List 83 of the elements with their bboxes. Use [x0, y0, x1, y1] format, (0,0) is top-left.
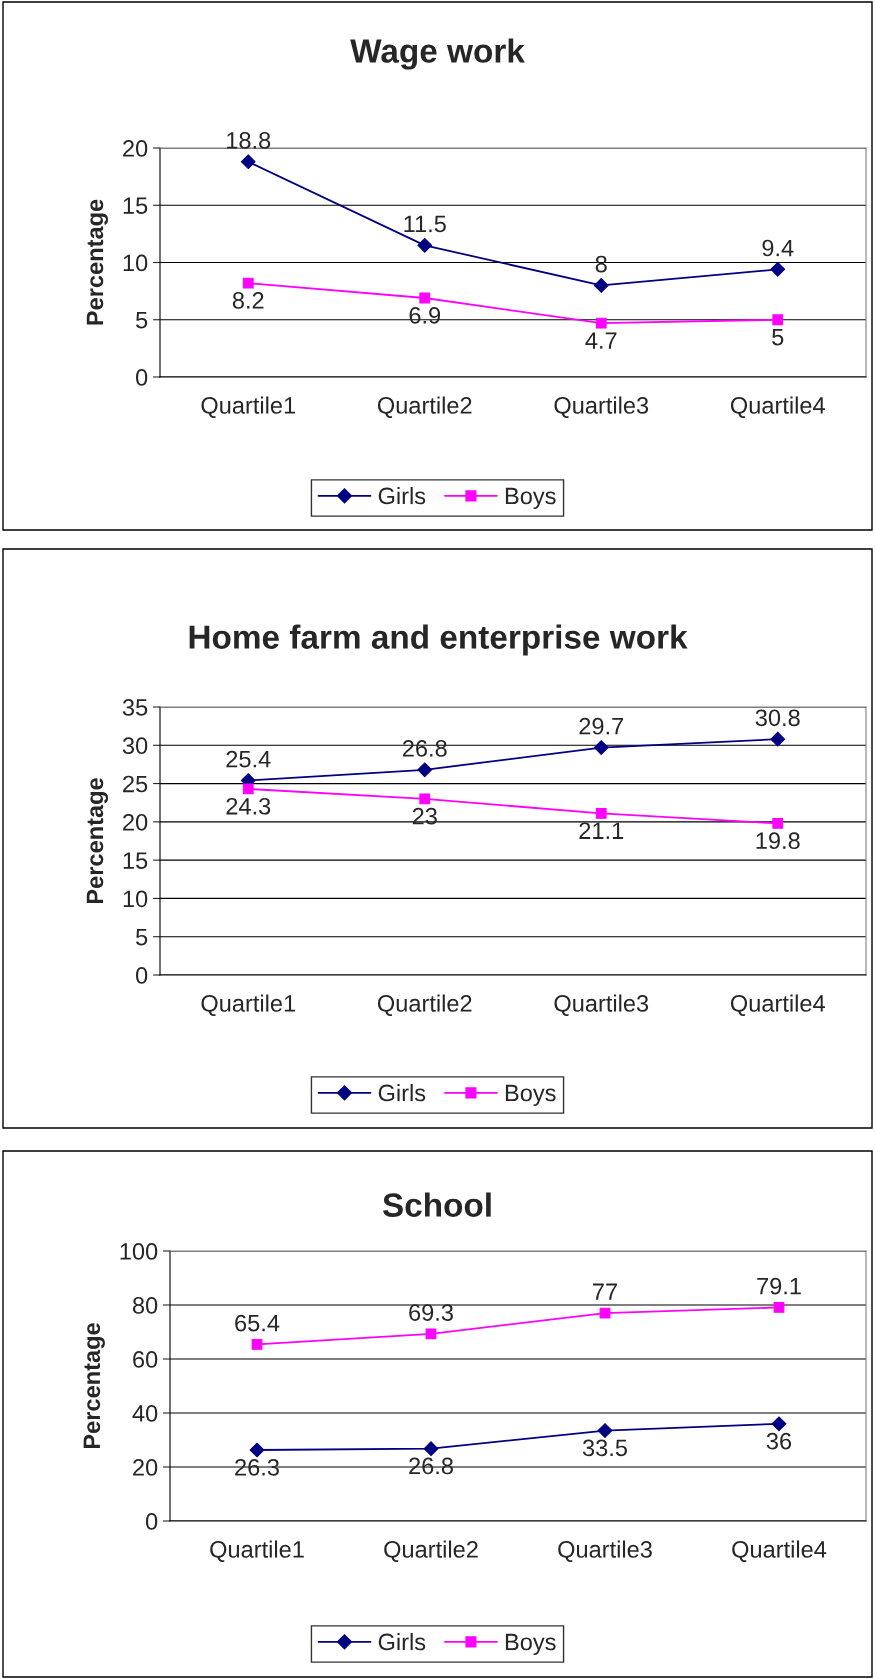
point [597, 1423, 613, 1438]
data-label: 33.5 [582, 1439, 627, 1457]
point [249, 1442, 265, 1458]
y-tick-label: 80 [132, 1297, 158, 1314]
x-tick-label: Quartile3 [554, 396, 649, 419]
y-tick-label: 5 [136, 929, 148, 946]
data-label: 11.5 [404, 215, 446, 233]
x-tick-label: Quartile4 [730, 994, 825, 1017]
data-label: 18.8 [227, 132, 271, 149]
y-tick-label: 0 [135, 369, 148, 386]
x-tick-label: Quartile4 [730, 396, 825, 419]
y-tick-label: 40 [132, 1405, 158, 1422]
x-tick-label: Quartile2 [377, 994, 472, 1017]
data-label: 23 [412, 807, 437, 825]
legend-label: Girls [378, 1083, 426, 1102]
data-label: 19.8 [756, 832, 800, 850]
point [423, 1441, 439, 1457]
data-label: 29.7 [579, 717, 624, 735]
point [242, 277, 254, 289]
x-tick-label: Quartile3 [554, 994, 649, 1017]
point [417, 762, 433, 778]
point [772, 818, 784, 829]
data-label: 77 [593, 1283, 617, 1300]
point [595, 808, 607, 819]
point [770, 731, 786, 747]
legend-label: Girls [378, 1632, 426, 1651]
x-tick-label: Quartile1 [210, 1540, 304, 1563]
chart-title: Home farm and enterprise work [189, 624, 688, 656]
data-label: 24.3 [226, 797, 271, 815]
point [419, 793, 431, 805]
legend-label: Boys [505, 1084, 556, 1107]
x-tick-label: Quartile2 [377, 396, 472, 419]
point [251, 1339, 263, 1350]
y-tick-label: 60 [133, 1351, 158, 1368]
point [770, 261, 786, 277]
point [593, 278, 609, 293]
point [772, 314, 784, 326]
y-tick-label: 0 [135, 967, 148, 984]
y-tick-label: 15 [123, 197, 148, 215]
y-tick-label: 20 [123, 140, 148, 157]
y-tick-label: 35 [122, 699, 148, 716]
y-tick-label: 5 [136, 312, 148, 329]
legend-label: Girls [378, 486, 426, 505]
x-tick-label: Quartile1 [201, 396, 295, 419]
x-tick-label: Quartile4 [732, 1540, 827, 1563]
point [240, 154, 256, 170]
y-tick-label: 0 [145, 1513, 158, 1530]
data-label: 36 [766, 1432, 792, 1450]
point [773, 1302, 785, 1313]
data-label: 69.3 [409, 1304, 453, 1321]
point [417, 237, 433, 253]
data-label: 8.2 [232, 292, 264, 309]
y-tick-label: 15 [123, 852, 148, 869]
chart-title: School [382, 1192, 491, 1217]
point [242, 783, 254, 795]
data-label: 30.8 [755, 709, 800, 727]
x-tick-label: Quartile3 [558, 1540, 652, 1563]
y-axis-title: Percentage [86, 199, 109, 325]
data-label: 9.4 [762, 239, 794, 257]
data-label: 21.1 [579, 822, 624, 839]
y-tick-label: 10 [123, 254, 148, 272]
chart-title: Wage work [350, 38, 525, 70]
data-label: 79.1 [757, 1277, 801, 1295]
legend-label: Boys [505, 1633, 556, 1655]
x-tick-label: Quartile2 [384, 1540, 478, 1563]
y-tick-label: 30 [122, 737, 148, 755]
legend-label: Boys [505, 487, 556, 509]
point [771, 1416, 787, 1432]
point [593, 740, 609, 755]
y-tick-label: 10 [123, 890, 148, 908]
data-label: 5 [772, 328, 784, 346]
x-tick-label: Quartile1 [201, 994, 295, 1017]
y-tick-label: 20 [123, 813, 148, 831]
point [419, 292, 431, 304]
y-axis-title: Percentage [86, 778, 109, 904]
y-axis-title: Percentage [83, 1323, 105, 1449]
y-tick-label: 25 [123, 775, 148, 793]
data-label: 65.4 [235, 1314, 280, 1332]
point [595, 317, 607, 329]
data-label: 4.7 [585, 332, 617, 349]
data-label: 25.4 [226, 750, 271, 768]
y-tick-label: 100 [120, 1243, 158, 1260]
y-tick-label: 20 [133, 1459, 158, 1476]
